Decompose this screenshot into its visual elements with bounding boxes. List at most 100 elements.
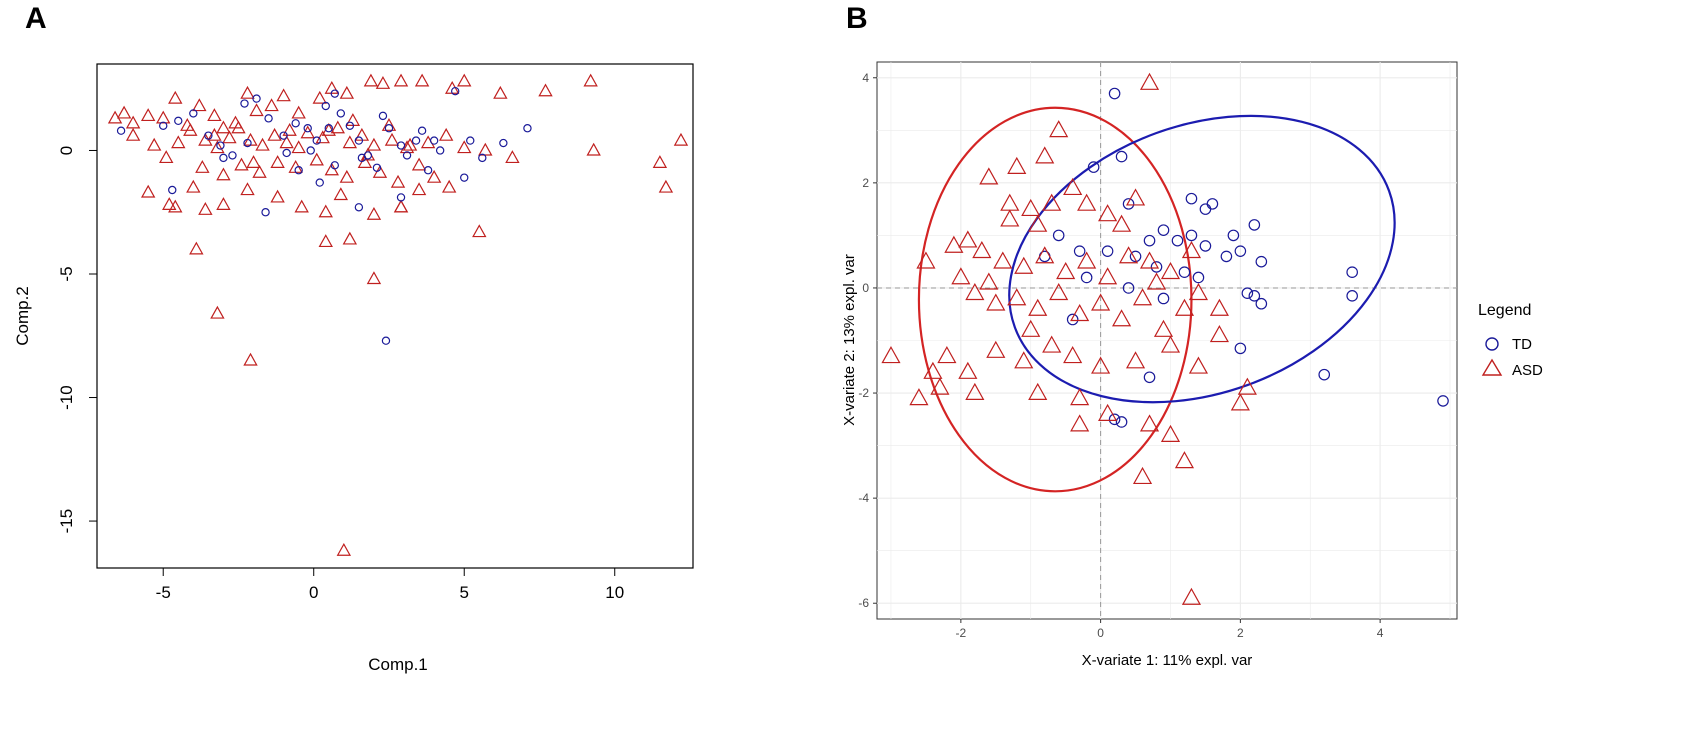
b-td-ellipse — [1008, 114, 1396, 404]
b-asd-point — [1160, 335, 1181, 353]
a-asd-point — [146, 137, 162, 151]
a-asd-point — [366, 271, 382, 285]
a-td-point — [279, 131, 288, 140]
b-td-point — [1248, 290, 1261, 302]
a-asd-point — [673, 132, 689, 146]
a-td-point — [243, 138, 252, 148]
b-asd-point — [1077, 193, 1097, 211]
b-asd-point — [1153, 319, 1174, 337]
panel-b: B -2 0 2 4 -6 -4 -2 0 2 4 X-variate 1: 11% expl.… — [841, 2, 1543, 669]
b-asd-point — [1209, 325, 1229, 343]
a-td-point — [330, 161, 339, 170]
b-td-point — [1150, 261, 1163, 273]
b-td-point — [1157, 224, 1170, 236]
a-asd-point — [267, 127, 282, 141]
a-asd-point — [162, 197, 177, 210]
b-asd-point — [1139, 414, 1160, 432]
a-asd-point — [246, 155, 261, 168]
b-asd-point — [1028, 214, 1048, 232]
panel-a-x-axis: -5 0 5 10 — [156, 567, 624, 602]
b-asd-point — [937, 346, 957, 364]
b-asd-point — [1188, 356, 1209, 374]
a-td-point — [336, 109, 346, 118]
b-asd-point — [979, 167, 999, 185]
a-asd-point — [441, 179, 457, 193]
a-asd-point — [140, 108, 156, 122]
a-asd-point — [116, 105, 132, 119]
b-asd-point — [1112, 214, 1132, 232]
a-td-point — [240, 99, 249, 108]
panel-a-y-label: Comp.2 — [13, 286, 32, 346]
a-td-point — [460, 173, 469, 182]
a-y-tick-label: -15 — [57, 509, 76, 534]
a-asd-point — [255, 137, 270, 151]
panel-a: A -5 0 5 10 0 -5 -10 -15 Comp.1 Comp.2 — [13, 2, 694, 674]
a-asd-point — [318, 234, 333, 248]
b-asd-point — [1063, 177, 1083, 196]
a-asd-point — [156, 110, 171, 124]
a-asd-point — [125, 115, 141, 129]
a-td-point — [228, 151, 237, 160]
b-y-tick-label: 0 — [862, 281, 869, 295]
a-td-point — [499, 138, 508, 148]
a-asd-point — [252, 164, 267, 178]
a-asd-point — [333, 187, 349, 201]
a-td-point — [396, 141, 406, 150]
b-asd-point — [1000, 209, 1020, 227]
a-asd-point — [390, 174, 406, 188]
b-td-point — [1234, 245, 1247, 257]
b-asd-point — [965, 382, 985, 400]
a-x-tick-label: 5 — [459, 583, 468, 602]
a-asd-point — [363, 73, 379, 87]
b-asd-point — [1014, 256, 1034, 274]
a-td-point — [378, 111, 388, 121]
a-asd-point — [339, 85, 355, 99]
a-asd-point — [586, 142, 601, 156]
a-td-point — [435, 146, 445, 155]
b-asd-point — [1181, 587, 1202, 605]
panel-b-x-label: X-variate 1: 11% expl. var — [1082, 652, 1253, 669]
b-asd-point — [965, 282, 985, 301]
b-asd-point — [1174, 298, 1195, 316]
b-y-tick-label: -2 — [858, 386, 869, 400]
b-asd-point — [1160, 424, 1181, 442]
b-asd-point — [1028, 298, 1048, 316]
b-asd-point — [1125, 188, 1146, 206]
a-td-point — [417, 126, 427, 135]
a-asd-point — [282, 122, 297, 136]
a-x-tick-label: 0 — [309, 583, 318, 602]
a-td-point — [411, 136, 421, 145]
b-y-tick-label: -4 — [858, 491, 869, 505]
a-asd-point — [195, 160, 210, 173]
a-asd-point — [384, 132, 400, 146]
b-asd-point — [1014, 351, 1034, 369]
a-td-point — [306, 146, 315, 155]
a-asd-point — [312, 90, 327, 104]
b-asd-point — [1160, 261, 1181, 280]
b-td-point — [1227, 229, 1240, 242]
b-asd-point — [1112, 309, 1132, 327]
b-asd-point — [1049, 282, 1069, 301]
panel-b-y-label: X-variate 2: 13% expl. var — [841, 254, 858, 426]
a-asd-point — [411, 157, 427, 171]
a-td-point — [189, 109, 198, 118]
b-asd-point — [881, 346, 901, 364]
b-td-point — [1108, 87, 1121, 100]
b-asd-point — [951, 267, 971, 285]
b-asd-point — [1098, 267, 1118, 285]
panel-a-letter: A — [25, 2, 47, 35]
a-td-point — [384, 124, 394, 133]
b-td-point — [1241, 287, 1254, 300]
b-asd-point — [1139, 251, 1160, 269]
b-y-tick-label: -6 — [858, 596, 869, 610]
a-td-point — [261, 208, 270, 217]
b-asd-point — [1007, 288, 1027, 306]
a-td-point — [478, 153, 487, 163]
b-td-point — [1346, 290, 1358, 302]
b-td-point — [1143, 234, 1156, 247]
b-asd-point — [958, 361, 978, 379]
a-asd-point — [505, 150, 520, 164]
b-asd-point — [1070, 303, 1090, 322]
a-td-point — [264, 114, 273, 123]
